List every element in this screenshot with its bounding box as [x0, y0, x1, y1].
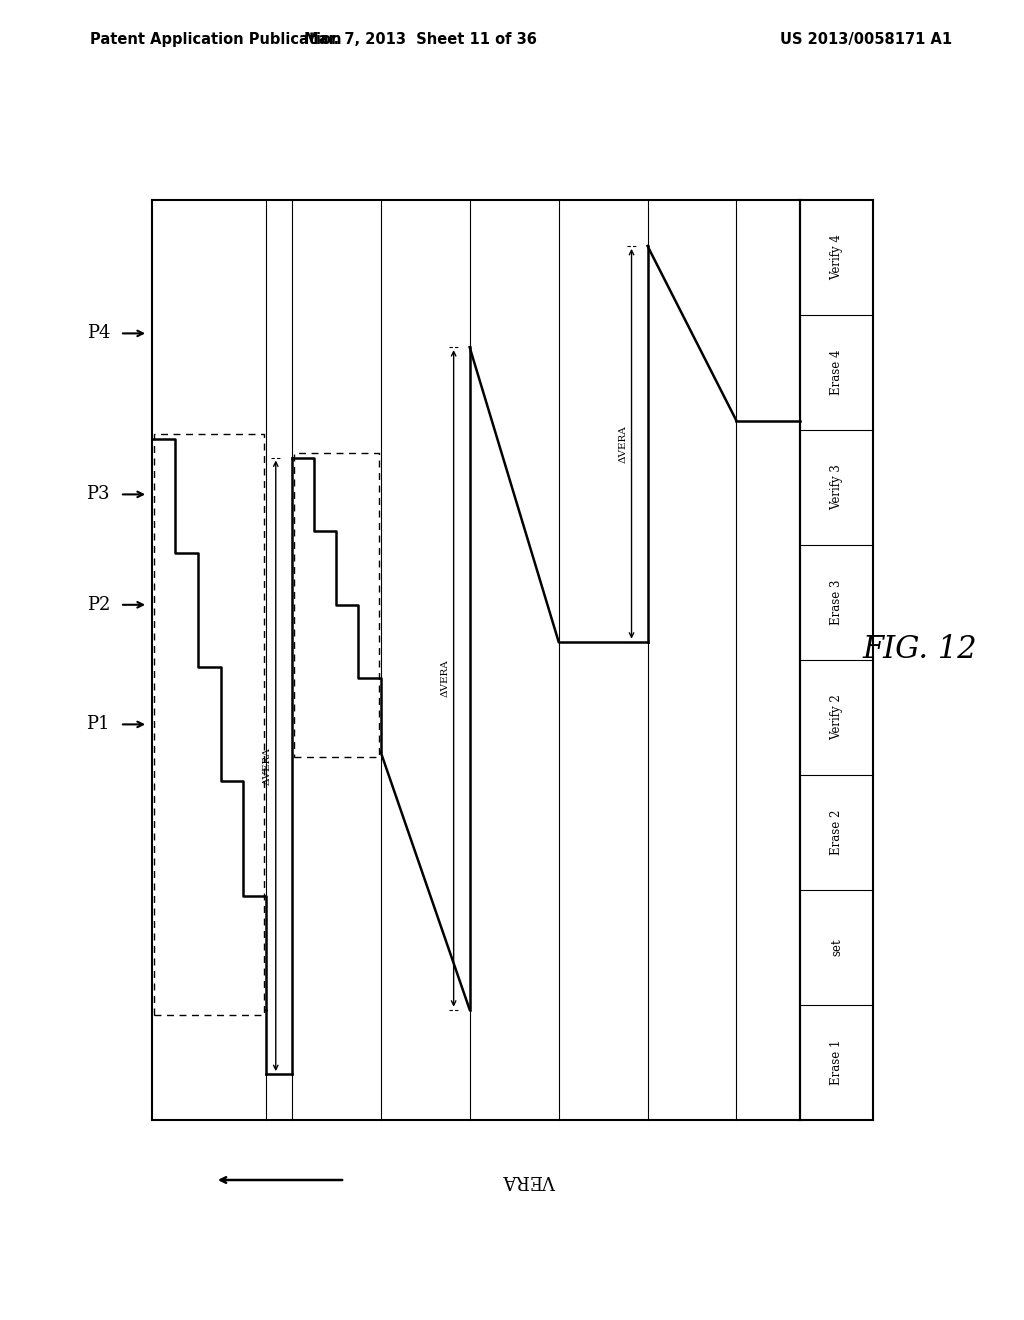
Text: P1: P1	[86, 715, 110, 734]
Text: Erase 2: Erase 2	[830, 809, 843, 855]
Text: FIG. 12: FIG. 12	[862, 635, 977, 665]
Text: set: set	[830, 939, 843, 956]
Text: ΔVERA: ΔVERA	[618, 425, 628, 463]
Text: P3: P3	[86, 486, 110, 503]
Text: Erase 1: Erase 1	[830, 1040, 843, 1085]
Text: US 2013/0058171 A1: US 2013/0058171 A1	[780, 32, 952, 48]
Text: P2: P2	[87, 595, 110, 614]
Text: Erase 4: Erase 4	[830, 350, 843, 395]
Text: Verify 4: Verify 4	[830, 235, 843, 280]
Text: ΔVERA: ΔVERA	[263, 747, 271, 784]
Text: VERA: VERA	[504, 1171, 556, 1189]
Text: Erase 3: Erase 3	[830, 579, 843, 626]
Text: Patent Application Publication: Patent Application Publication	[90, 32, 341, 48]
Text: Verify 3: Verify 3	[830, 465, 843, 511]
Text: ΔVERA: ΔVERA	[440, 660, 450, 697]
Text: P4: P4	[87, 325, 110, 342]
Text: Mar. 7, 2013  Sheet 11 of 36: Mar. 7, 2013 Sheet 11 of 36	[303, 32, 537, 48]
Text: Verify 2: Verify 2	[830, 694, 843, 741]
